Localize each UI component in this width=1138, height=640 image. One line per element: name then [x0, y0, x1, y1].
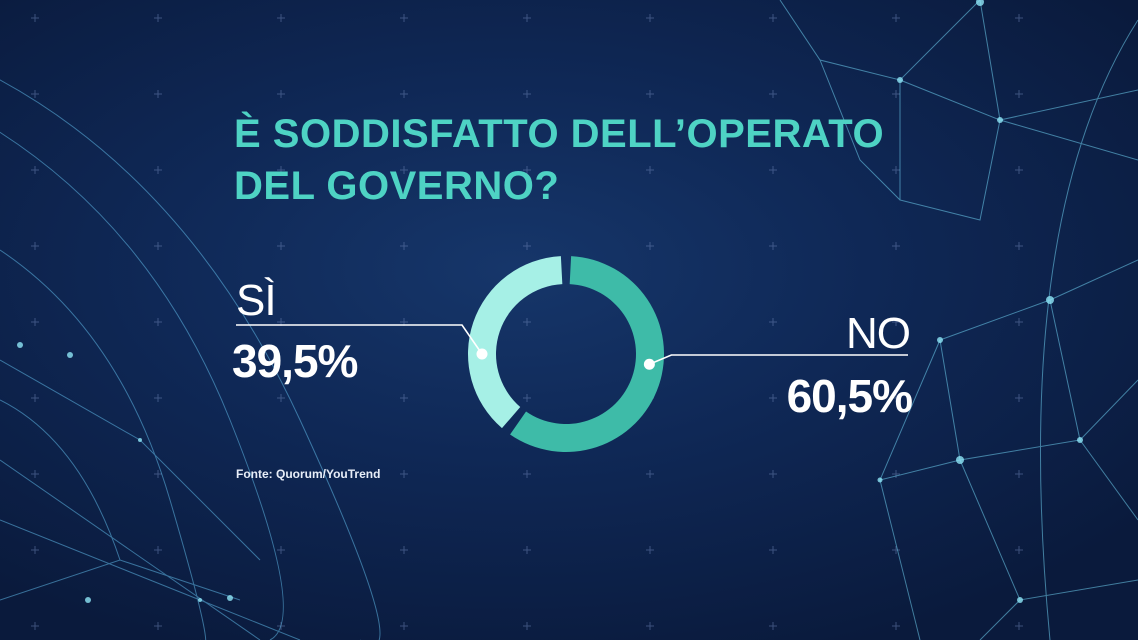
plus-mark — [400, 242, 408, 250]
plus-mark — [523, 166, 531, 174]
plus-mark — [31, 394, 39, 402]
plus-mark — [523, 546, 531, 554]
plus-mark — [154, 166, 162, 174]
plus-mark — [892, 14, 900, 22]
plus-mark — [769, 242, 777, 250]
plus-mark — [646, 470, 654, 478]
plus-mark — [31, 622, 39, 630]
plus-mark — [892, 622, 900, 630]
plus-mark — [523, 394, 531, 402]
plus-mark — [154, 318, 162, 326]
plus-mark — [154, 622, 162, 630]
plus-mark — [277, 166, 285, 174]
no-label: NO — [846, 309, 911, 358]
plus-mark — [154, 14, 162, 22]
plus-mark — [31, 470, 39, 478]
plus-mark — [892, 166, 900, 174]
title-line-2: DEL GOVERNO? — [234, 164, 560, 208]
plus-mark — [277, 470, 285, 478]
source-note: Fonte: Quorum/YouTrend — [236, 467, 381, 481]
yes-value: 39,5% — [232, 335, 358, 387]
plus-mark — [154, 394, 162, 402]
plus-mark — [1015, 470, 1023, 478]
donut-slice-yes — [468, 256, 563, 429]
plus-mark — [400, 394, 408, 402]
plus-mark — [277, 14, 285, 22]
plus-mark — [646, 546, 654, 554]
plus-mark — [646, 166, 654, 174]
plus-mark — [523, 470, 531, 478]
plus-mark — [1015, 242, 1023, 250]
plus-mark — [523, 242, 531, 250]
plus-mark — [769, 166, 777, 174]
plus-mark — [1015, 318, 1023, 326]
plus-mark — [31, 318, 39, 326]
plus-mark — [1015, 166, 1023, 174]
plus-mark — [523, 622, 531, 630]
yes-label: SÌ — [236, 276, 277, 325]
plus-mark — [277, 90, 285, 98]
plus-mark — [523, 14, 531, 22]
plus-mark — [769, 90, 777, 98]
leader-dot-yes — [476, 348, 488, 360]
plus-mark — [31, 546, 39, 554]
plus-mark — [646, 622, 654, 630]
plus-mark — [1015, 90, 1023, 98]
plus-grid-decoration — [31, 14, 1023, 630]
plus-mark — [892, 546, 900, 554]
plus-mark — [277, 242, 285, 250]
title-line-1: È SODDISFATTO DELL’OPERATO — [234, 112, 885, 156]
plus-mark — [400, 90, 408, 98]
network-lines-right — [779, 0, 1138, 640]
leader-line-no — [649, 354, 908, 365]
plus-mark — [892, 318, 900, 326]
plus-mark — [31, 166, 39, 174]
page-title: È SODDISFATTO DELL’OPERATO DEL GOVERNO? — [234, 108, 884, 212]
plus-mark — [769, 622, 777, 630]
leader-dot-no — [643, 358, 655, 370]
plus-mark — [1015, 622, 1023, 630]
plus-mark — [400, 546, 408, 554]
plus-mark — [769, 546, 777, 554]
plus-mark — [892, 394, 900, 402]
plus-mark — [646, 14, 654, 22]
plus-mark — [769, 394, 777, 402]
leader-line-yes — [236, 324, 483, 355]
plus-mark — [31, 14, 39, 22]
plus-mark — [400, 14, 408, 22]
plus-mark — [1015, 394, 1023, 402]
plus-mark — [646, 242, 654, 250]
no-value: 60,5% — [786, 370, 913, 422]
network-lines-left — [0, 79, 381, 640]
plus-mark — [154, 546, 162, 554]
donut-slice-no — [510, 256, 664, 453]
plus-mark — [769, 14, 777, 22]
plus-mark — [646, 90, 654, 98]
plus-mark — [400, 470, 408, 478]
plus-mark — [31, 242, 39, 250]
plus-mark — [400, 622, 408, 630]
plus-mark — [154, 242, 162, 250]
plus-mark — [31, 90, 39, 98]
network-nodes — [17, 0, 1083, 603]
plus-mark — [154, 470, 162, 478]
plus-mark — [523, 90, 531, 98]
plus-mark — [277, 546, 285, 554]
plus-mark — [1015, 546, 1023, 554]
plus-mark — [769, 318, 777, 326]
plus-mark — [892, 242, 900, 250]
plus-mark — [154, 90, 162, 98]
plus-mark — [277, 394, 285, 402]
plus-mark — [523, 318, 531, 326]
plus-mark — [892, 470, 900, 478]
plus-mark — [892, 90, 900, 98]
plus-mark — [400, 166, 408, 174]
plus-mark — [1015, 14, 1023, 22]
plus-mark — [769, 470, 777, 478]
